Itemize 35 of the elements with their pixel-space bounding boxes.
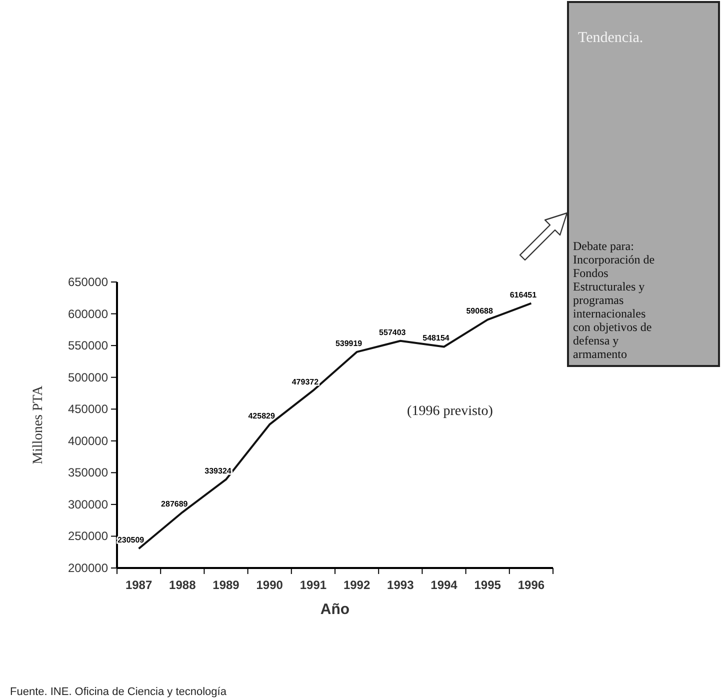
data-label: 616451 [510,290,538,300]
x-tick-label: 1993 [387,578,414,592]
x-tick-label: 1989 [212,578,240,592]
y-tick-label: 500000 [68,370,108,384]
y-tick-label: 650000 [68,275,108,289]
y-tick-label: 450000 [68,402,108,416]
x-tick-label: 1990 [256,578,284,592]
data-label: 479372 [292,377,320,386]
y-tick-label: 300000 [68,497,108,512]
text: Debate para: Incorporación de Fondos Estructurales y programas internacionales con objetivos de defensa y armamento [573,239,655,361]
y-tick-label: 600000 [68,306,108,321]
y-tick-label: 550000 [68,338,108,353]
x-tick-label: 1987 [125,578,152,592]
text: Tendencia. [578,30,644,46]
y-axis-title: Millones PTA [31,384,46,464]
data-label: 339324 [204,466,232,476]
x-tick-label: 1991 [300,578,327,592]
x-tick-label: 1994 [430,578,458,592]
y-tick-label: 350000 [68,466,108,480]
x-tick-label: 1996 [518,578,545,592]
y-tick-label: 200000 [68,561,108,575]
x-tick-label: 1988 [169,578,196,592]
data-label: 548154 [422,334,450,343]
x-tick-label: 1995 [474,578,502,592]
data-label: 287689 [161,499,188,508]
source-note: Fuente. INE. Oficina de Ciencia y tecnología [10,686,228,698]
data-label: 590688 [466,306,494,316]
data-label: 425829 [248,411,276,420]
x-axis-title: Año [320,601,350,618]
y-tick-label: 400000 [68,434,108,448]
x-tick-label: 1992 [343,578,370,592]
data-label: 557403 [379,328,406,337]
y-tick-label: 250000 [68,529,108,544]
data-label: 539919 [335,338,363,348]
annotation: (1996 previsto) [407,404,494,419]
